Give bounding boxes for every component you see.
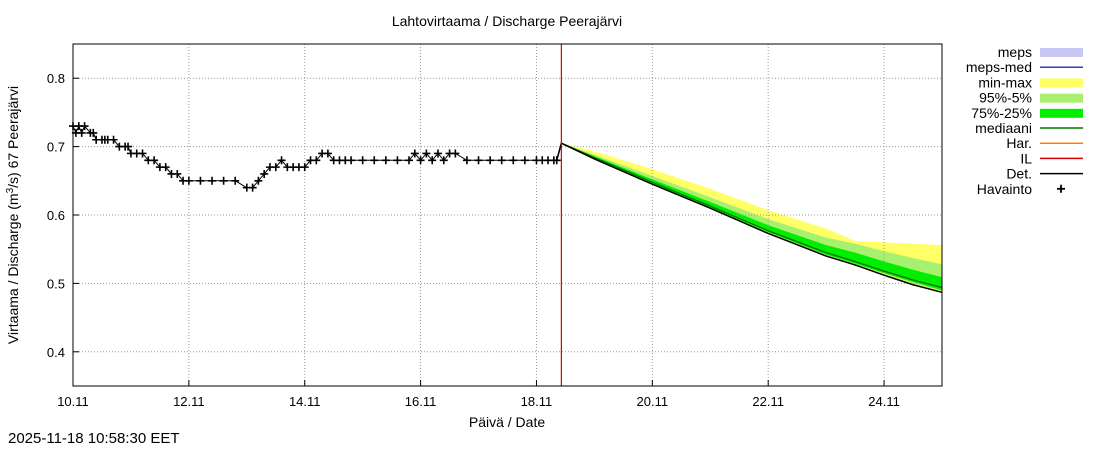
observation-point xyxy=(109,135,118,144)
x-axis-ticks: 10.11 12.11 14.11 16.11 18.11 20.11 22.11 24.11 xyxy=(57,380,900,409)
observation-point xyxy=(433,149,442,158)
legend-label: Det. xyxy=(1006,166,1032,182)
observation-point xyxy=(208,176,217,185)
observation-point xyxy=(323,149,332,158)
observation-point xyxy=(358,156,367,165)
observation-point xyxy=(161,163,170,172)
observation-point xyxy=(381,156,390,165)
x-tick-label: 14.11 xyxy=(289,394,321,409)
observation-point xyxy=(393,156,402,165)
observation-point xyxy=(497,156,506,165)
legend-label: IL xyxy=(1020,150,1032,166)
legend-swatch xyxy=(1040,93,1083,103)
x-tick-label: 10.11 xyxy=(57,394,89,409)
chart-title: Lahtovirtaama / Discharge Peerajärvi xyxy=(392,13,622,29)
y-tick-label: 0.4 xyxy=(47,345,65,360)
observation-point xyxy=(300,163,309,172)
y-axis-label-tail: /s) 67 Peerajärvi xyxy=(5,86,21,188)
legend-label: mediaani xyxy=(975,120,1032,136)
x-axis-label: Päivä / Date xyxy=(469,414,545,430)
observation-point xyxy=(260,169,269,178)
observation-point xyxy=(428,156,437,165)
observation-point xyxy=(254,176,263,185)
det-line xyxy=(556,142,943,294)
legend-label: Havainto xyxy=(977,181,1032,197)
observation-point xyxy=(271,163,280,172)
x-tick-label: 22.11 xyxy=(752,394,784,409)
legend-label: meps-med xyxy=(966,59,1032,75)
observation-point xyxy=(520,156,529,165)
observation-point xyxy=(184,176,193,185)
legend: mepsmeps-medmin-max95%-5%75%-25%mediaani… xyxy=(966,44,1083,197)
observed-line xyxy=(72,124,557,189)
legend-swatch xyxy=(1040,78,1083,88)
legend-label: Har. xyxy=(1006,135,1032,151)
observation-point xyxy=(312,156,321,165)
observation-point xyxy=(347,156,356,165)
legend-label: 95%-5% xyxy=(979,90,1032,106)
x-tick-label: 18.11 xyxy=(521,394,553,409)
legend-label: meps xyxy=(998,44,1032,60)
band-75-25 xyxy=(556,143,942,291)
y-axis-label-main: Virtaama / Discharge (m xyxy=(5,193,21,344)
observation-point xyxy=(416,156,425,165)
median-line xyxy=(556,142,943,289)
x-tick-label: 12.11 xyxy=(173,394,205,409)
observation-point xyxy=(370,156,379,165)
y-tick-label: 0.6 xyxy=(47,208,65,223)
x-tick-label: 20.11 xyxy=(637,394,669,409)
grid xyxy=(73,44,942,386)
observation-point xyxy=(552,156,561,165)
y-tick-label: 0.5 xyxy=(47,276,65,291)
observation-point xyxy=(277,156,286,165)
forecast-bands xyxy=(556,143,942,293)
observation-point xyxy=(509,156,518,165)
observation-point xyxy=(196,176,205,185)
observation-point xyxy=(451,149,460,158)
legend-swatch xyxy=(1040,108,1083,118)
observation-point xyxy=(486,156,495,165)
forecast-lines xyxy=(556,142,943,294)
observation-point xyxy=(410,149,419,158)
observation-point xyxy=(173,169,182,178)
timestamp: 2025-11-18 10:58:30 EET xyxy=(8,430,180,447)
observation-point xyxy=(89,128,98,137)
y-tick-label: 0.8 xyxy=(47,71,65,86)
y-axis-label-sup: 3 xyxy=(5,187,16,193)
observation-point xyxy=(462,156,471,165)
observation-point xyxy=(80,122,89,131)
observation-point xyxy=(422,149,431,158)
observations xyxy=(69,122,561,192)
y-axis-ticks: 0.4 0.5 0.6 0.7 0.8 xyxy=(47,71,79,360)
x-tick-label: 16.11 xyxy=(405,394,437,409)
observation-point xyxy=(405,156,414,165)
legend-swatch xyxy=(1040,48,1083,57)
observation-point xyxy=(474,156,483,165)
observation-point xyxy=(124,142,133,151)
observation-point xyxy=(150,156,159,165)
observation-point xyxy=(138,149,147,158)
observation-point xyxy=(439,156,448,165)
y-tick-label: 0.7 xyxy=(47,140,65,155)
legend-label: 75%-25% xyxy=(971,105,1032,121)
legend-marker xyxy=(1057,184,1065,193)
legend-label: min-max xyxy=(978,74,1032,90)
y-axis-label: Virtaama / Discharge (m3/s) 67 Peerajärv… xyxy=(5,86,22,344)
x-tick-label: 24.11 xyxy=(868,394,900,409)
observation-point xyxy=(219,176,228,185)
observation-point xyxy=(231,176,240,185)
observation-point xyxy=(77,128,86,137)
observation-point xyxy=(248,183,257,192)
